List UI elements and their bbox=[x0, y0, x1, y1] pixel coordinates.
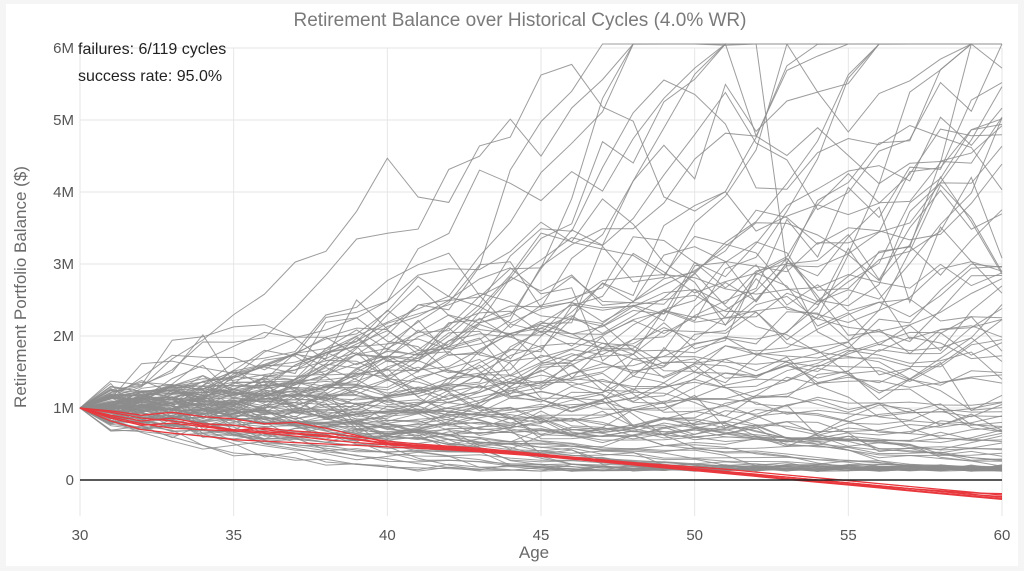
success-cycle-line bbox=[79, 399, 1003, 472]
success-cycle-line bbox=[79, 43, 1002, 419]
chart-frame: 30 35 40 45 50 55 60 0 1M 2M 3M 4M 5M 6M Retirement … bbox=[6, 4, 1018, 566]
success-cycle-line bbox=[79, 272, 1003, 409]
success-cycle-line bbox=[79, 252, 1003, 409]
x-axis-label: Age bbox=[519, 543, 549, 562]
success-cycle-line bbox=[79, 397, 1003, 472]
success-cycle-line bbox=[79, 389, 1003, 470]
x-tick-label: 40 bbox=[379, 527, 396, 544]
success-cycle-line bbox=[79, 407, 1003, 450]
success-cycle-line bbox=[79, 145, 1003, 420]
success-cycle-line bbox=[79, 43, 1002, 411]
success-cycle-line bbox=[79, 324, 1003, 409]
success-cycle-line bbox=[79, 402, 1003, 470]
success-cycle-line bbox=[79, 311, 1003, 409]
success-cycle-line bbox=[79, 381, 1003, 435]
success-cycle-line bbox=[79, 236, 1003, 409]
y-tick-label: 4M bbox=[53, 184, 74, 201]
y-tick-label: 1M bbox=[53, 400, 74, 417]
failures-annotation: failures: 6/119 cycles bbox=[78, 41, 226, 58]
retirement-balance-chart: 30 35 40 45 50 55 60 0 1M 2M 3M 4M 5M 6M Retirement … bbox=[11, 10, 1011, 562]
x-tick-labels: 30 35 40 45 50 55 60 bbox=[72, 527, 1011, 544]
success-cycle-line bbox=[79, 404, 1003, 472]
success-cycle-line bbox=[79, 206, 1003, 431]
success-cycle-line bbox=[79, 43, 1003, 421]
y-tick-label: 2M bbox=[53, 328, 74, 345]
x-tick-label: 55 bbox=[840, 527, 857, 544]
success-cycle-line bbox=[79, 43, 1002, 409]
success-cycle-line bbox=[79, 407, 1003, 472]
failure-cycle-line bbox=[79, 407, 1003, 501]
success-cycle-line bbox=[79, 263, 1003, 409]
y-tick-label: 0 bbox=[66, 472, 74, 489]
success-cycle-line bbox=[79, 337, 1003, 411]
y-tick-labels: 0 1M 2M 3M 4M 5M 6M bbox=[53, 40, 74, 489]
x-tick-label: 50 bbox=[686, 527, 703, 544]
chart-title: Retirement Balance over Historical Cycle… bbox=[294, 10, 747, 31]
success-cycle-line bbox=[79, 405, 1003, 443]
success-cycle-line bbox=[79, 327, 1003, 427]
x-tick-label: 45 bbox=[533, 527, 550, 544]
y-tick-label: 5M bbox=[53, 112, 74, 129]
success-cycle-line bbox=[79, 184, 1003, 420]
success-cycle-line bbox=[79, 43, 1003, 409]
success-cycle-line bbox=[79, 389, 1003, 472]
grid bbox=[79, 47, 1003, 516]
success-cycle-line bbox=[79, 43, 1003, 424]
success-cycle-line bbox=[79, 43, 1002, 409]
success-cycle-line bbox=[79, 316, 1003, 435]
success-cycle-line bbox=[79, 247, 1003, 409]
success-cycle-line bbox=[79, 357, 1003, 462]
success-cycle-line bbox=[79, 198, 1003, 409]
success-cycle-line bbox=[79, 385, 1003, 448]
x-tick-label: 30 bbox=[72, 527, 89, 544]
failure-cycle-lines bbox=[79, 407, 1003, 501]
x-tick-label: 60 bbox=[994, 527, 1011, 544]
success-cycle-line bbox=[79, 369, 1003, 409]
success-cycle-line bbox=[79, 86, 1003, 413]
failure-cycle-line bbox=[79, 407, 1003, 500]
success-cycle-line bbox=[79, 128, 1003, 415]
success-cycle-line bbox=[79, 336, 1003, 433]
y-tick-label: 3M bbox=[53, 256, 74, 273]
success-cycle-lines bbox=[79, 43, 1003, 472]
y-tick-label: 6M bbox=[53, 40, 74, 57]
success-cycle-line bbox=[79, 209, 1003, 409]
y-axis-label: Retirement Portfolio Balance ($) bbox=[11, 166, 30, 408]
success-cycle-line bbox=[79, 407, 1003, 450]
success-cycle-line bbox=[79, 117, 1003, 409]
success-rate-annotation: success rate: 95.0% bbox=[78, 68, 222, 85]
success-cycle-line bbox=[79, 407, 1003, 447]
x-tick-label: 35 bbox=[225, 527, 242, 544]
failure-cycle-line bbox=[79, 407, 1003, 498]
